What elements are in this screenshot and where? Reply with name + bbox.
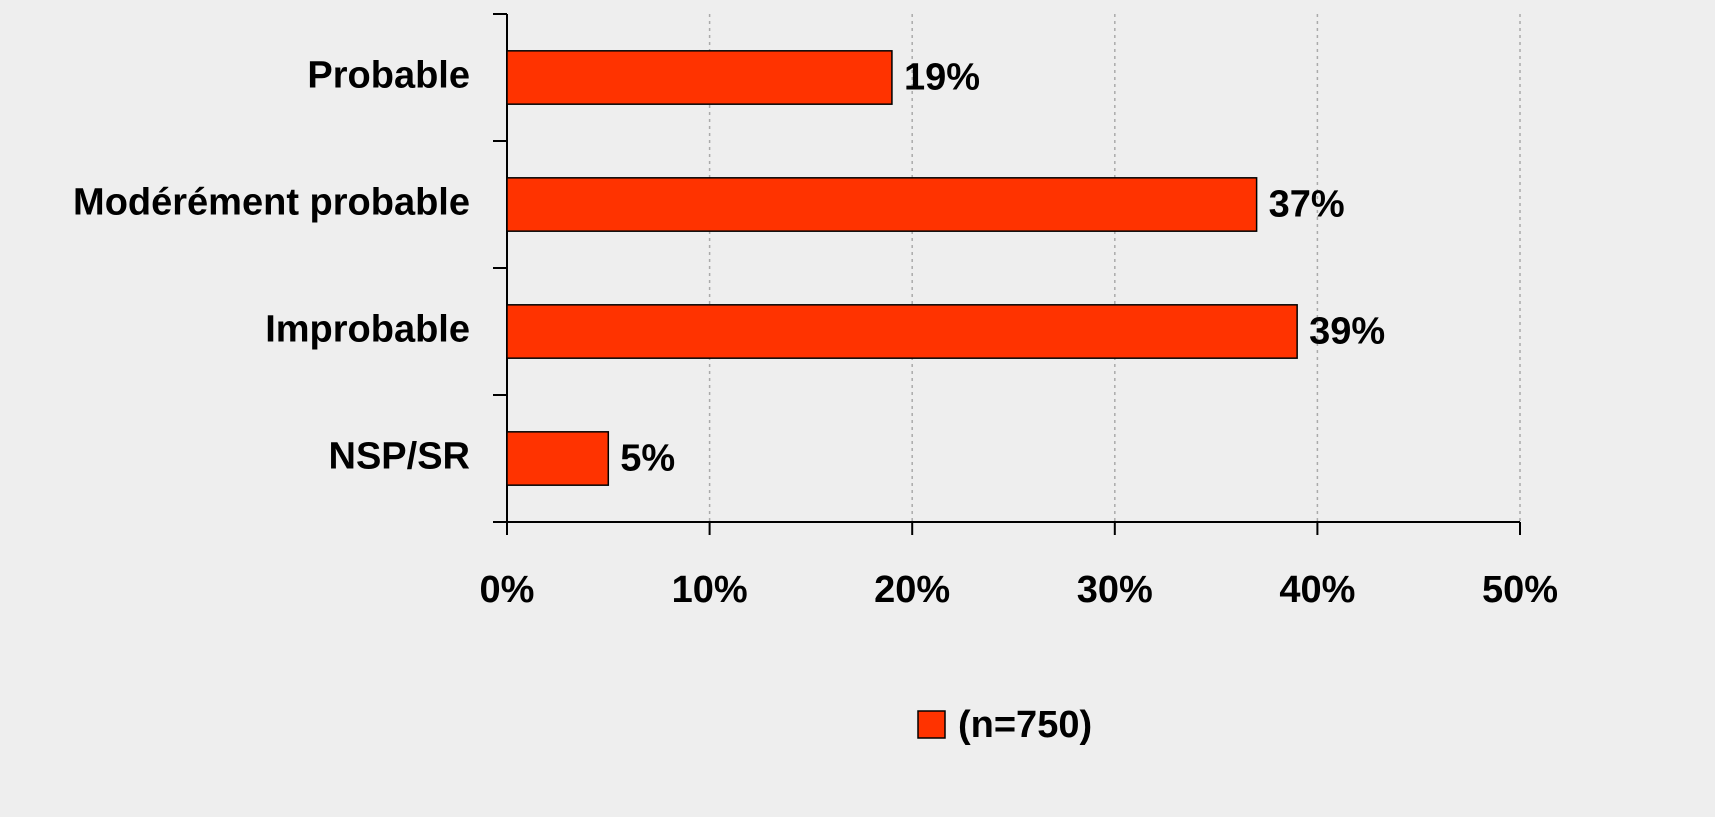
x-tick-label: 10% [672, 569, 748, 611]
x-tick-label: 50% [1482, 569, 1558, 611]
legend-label: (n=750) [958, 704, 1092, 746]
x-tick-label: 0% [480, 569, 535, 611]
bar [506, 50, 893, 105]
y-tick-label: NSP/SR [329, 436, 470, 478]
bar [506, 177, 1258, 232]
x-tick-label: 30% [1077, 569, 1153, 611]
bar [506, 431, 610, 486]
bar [506, 304, 1298, 359]
y-tick-label: Improbable [265, 309, 470, 351]
x-tick-label: 40% [1279, 569, 1355, 611]
value-label: 39% [1309, 311, 1385, 353]
x-tick-label: 20% [874, 569, 950, 611]
value-label: 5% [620, 438, 675, 480]
y-tick-label: Modérément probable [73, 182, 470, 224]
value-label: 19% [904, 57, 980, 99]
legend-swatch [917, 710, 946, 739]
y-tick-label: Probable [307, 55, 470, 97]
value-label: 37% [1269, 184, 1345, 226]
